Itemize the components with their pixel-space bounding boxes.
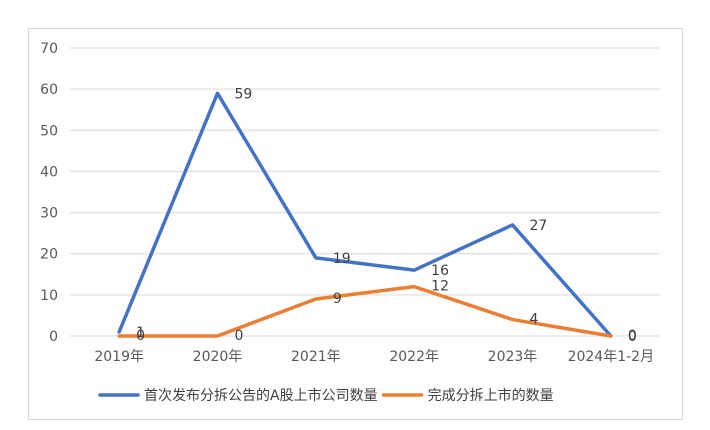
data-label: 0 xyxy=(628,328,637,344)
data-label: 27 xyxy=(530,218,548,234)
x-tick-label: 2022年 xyxy=(389,349,439,365)
chart-frame xyxy=(28,28,683,420)
series-line-1 xyxy=(117,91,613,338)
x-tick-label: 2023年 xyxy=(488,349,538,365)
data-label: 0 xyxy=(136,328,145,344)
y-tick-label: 30 xyxy=(40,206,58,222)
y-tick-label: 40 xyxy=(40,164,58,180)
y-tick-label: 10 xyxy=(40,288,58,304)
x-tick-label: 2024年1-2月 xyxy=(568,349,655,365)
x-tick-label: 2021年 xyxy=(291,349,341,365)
data-label: 1 xyxy=(136,325,145,341)
legend-label: 首次发布分拆公告的A股上市公司数量 xyxy=(144,387,378,404)
y-tick-label: 70 xyxy=(40,41,58,57)
legend-label: 完成分拆上市的数量 xyxy=(428,387,554,404)
data-label: 4 xyxy=(530,312,539,328)
x-tick-label: 2020年 xyxy=(193,349,243,365)
data-label: 16 xyxy=(431,263,449,279)
y-tick-label: 50 xyxy=(40,123,58,139)
data-label: 59 xyxy=(235,86,253,102)
y-tick-label: 0 xyxy=(49,329,58,345)
data-label: 0 xyxy=(235,328,244,344)
y-tick-label: 20 xyxy=(40,247,58,263)
x-tick-label: 2019年 xyxy=(94,349,144,365)
data-label: 19 xyxy=(333,251,351,267)
series-line-2 xyxy=(117,284,613,338)
data-label: 0 xyxy=(628,329,637,345)
data-label: 12 xyxy=(431,279,449,295)
data-label: 9 xyxy=(333,291,342,307)
y-tick-label: 60 xyxy=(40,82,58,98)
